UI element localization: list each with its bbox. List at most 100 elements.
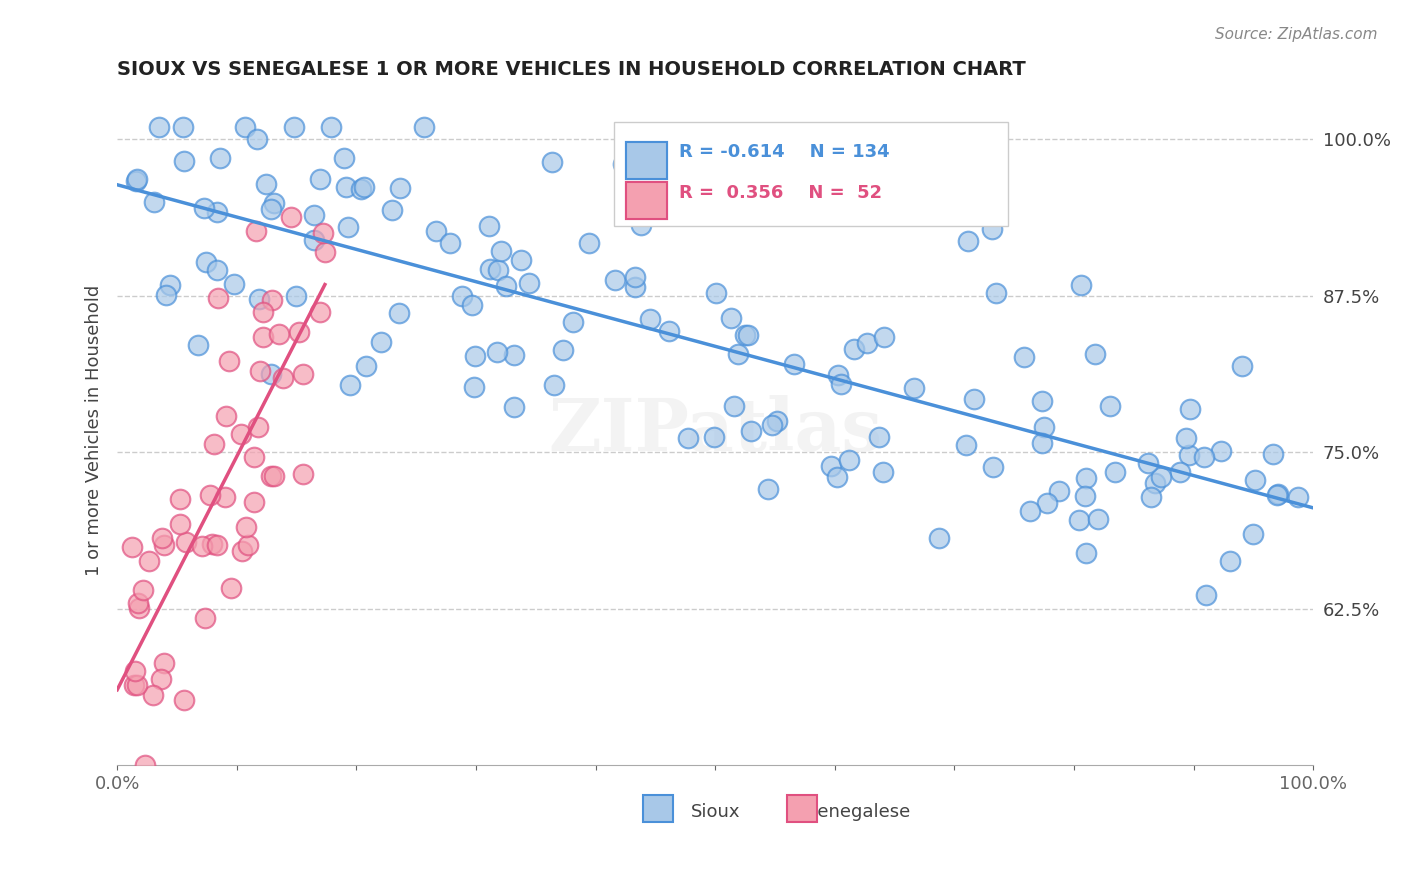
- Point: [1177, 448, 1199, 462]
- Point: [319, 120, 342, 134]
- Point: [543, 378, 565, 392]
- Point: [127, 678, 149, 692]
- Point: [825, 470, 848, 484]
- Point: [1150, 469, 1173, 483]
- Point: [1143, 475, 1166, 490]
- Point: [302, 208, 325, 222]
- Point: [172, 120, 194, 134]
- Point: [1074, 471, 1097, 485]
- Point: [263, 196, 285, 211]
- Point: [173, 153, 195, 168]
- Point: [312, 226, 335, 240]
- Point: [246, 131, 269, 145]
- Point: [503, 348, 526, 362]
- Point: [285, 289, 308, 303]
- Point: [269, 327, 291, 342]
- Point: [624, 270, 647, 285]
- Point: [155, 287, 177, 301]
- Point: [1140, 490, 1163, 504]
- Point: [1070, 278, 1092, 293]
- Point: [1032, 420, 1054, 434]
- Point: [703, 430, 725, 444]
- Point: [425, 224, 447, 238]
- Point: [231, 543, 253, 558]
- Point: [309, 305, 332, 319]
- Point: [204, 437, 226, 451]
- Point: [292, 467, 315, 481]
- Point: [243, 450, 266, 464]
- Point: [142, 194, 165, 209]
- Point: [1099, 399, 1122, 413]
- Point: [195, 254, 218, 268]
- Point: [262, 293, 284, 308]
- Point: [148, 120, 170, 134]
- Point: [149, 672, 172, 686]
- Text: SIOUX VS SENEGALESE 1 OR MORE VEHICLES IN HOUSEHOLD CORRELATION CHART: SIOUX VS SENEGALESE 1 OR MORE VEHICLES I…: [117, 60, 1026, 78]
- Point: [783, 357, 806, 371]
- Point: [868, 429, 890, 443]
- Point: [478, 219, 501, 234]
- Point: [260, 367, 283, 381]
- Point: [209, 151, 232, 165]
- Point: [1012, 350, 1035, 364]
- Point: [198, 488, 221, 502]
- Point: [159, 278, 181, 293]
- Point: [354, 359, 377, 373]
- Point: [1047, 483, 1070, 498]
- Point: [222, 277, 245, 292]
- FancyBboxPatch shape: [626, 143, 668, 179]
- Point: [903, 381, 925, 395]
- Point: [830, 377, 852, 392]
- Point: [765, 414, 787, 428]
- Point: [218, 354, 240, 368]
- Point: [309, 172, 332, 186]
- Point: [1180, 402, 1202, 417]
- Point: [873, 330, 896, 344]
- Point: [247, 420, 270, 434]
- Point: [1031, 436, 1053, 450]
- Point: [350, 182, 373, 196]
- Point: [827, 368, 849, 382]
- Point: [578, 235, 600, 250]
- Point: [207, 205, 229, 219]
- Point: [955, 438, 977, 452]
- Point: [193, 201, 215, 215]
- Point: [1261, 447, 1284, 461]
- Point: [229, 426, 252, 441]
- Point: [491, 244, 513, 258]
- Point: [127, 172, 149, 186]
- Point: [127, 596, 149, 610]
- Point: [872, 465, 894, 479]
- Point: [173, 693, 195, 707]
- Point: [727, 346, 749, 360]
- Point: [540, 154, 562, 169]
- Point: [142, 688, 165, 702]
- Point: [820, 458, 842, 473]
- Text: ZIPatlas: ZIPatlas: [548, 395, 883, 466]
- Point: [214, 490, 236, 504]
- Point: [235, 520, 257, 534]
- Point: [153, 656, 176, 670]
- Point: [486, 344, 509, 359]
- Point: [734, 327, 756, 342]
- Point: [956, 234, 979, 248]
- Point: [302, 233, 325, 247]
- Point: [292, 367, 315, 381]
- Point: [245, 224, 267, 238]
- Point: [450, 289, 472, 303]
- Point: [413, 120, 436, 134]
- FancyBboxPatch shape: [613, 122, 1008, 226]
- Point: [314, 245, 336, 260]
- Point: [678, 431, 700, 445]
- Point: [187, 337, 209, 351]
- Point: [252, 304, 274, 318]
- Y-axis label: 1 or more Vehicles in Household: 1 or more Vehicles in Household: [86, 285, 103, 576]
- Point: [214, 409, 236, 423]
- Point: [138, 554, 160, 568]
- Point: [761, 418, 783, 433]
- Point: [1104, 465, 1126, 479]
- Point: [389, 181, 412, 195]
- Point: [271, 371, 294, 385]
- Point: [283, 120, 305, 134]
- Point: [1036, 496, 1059, 510]
